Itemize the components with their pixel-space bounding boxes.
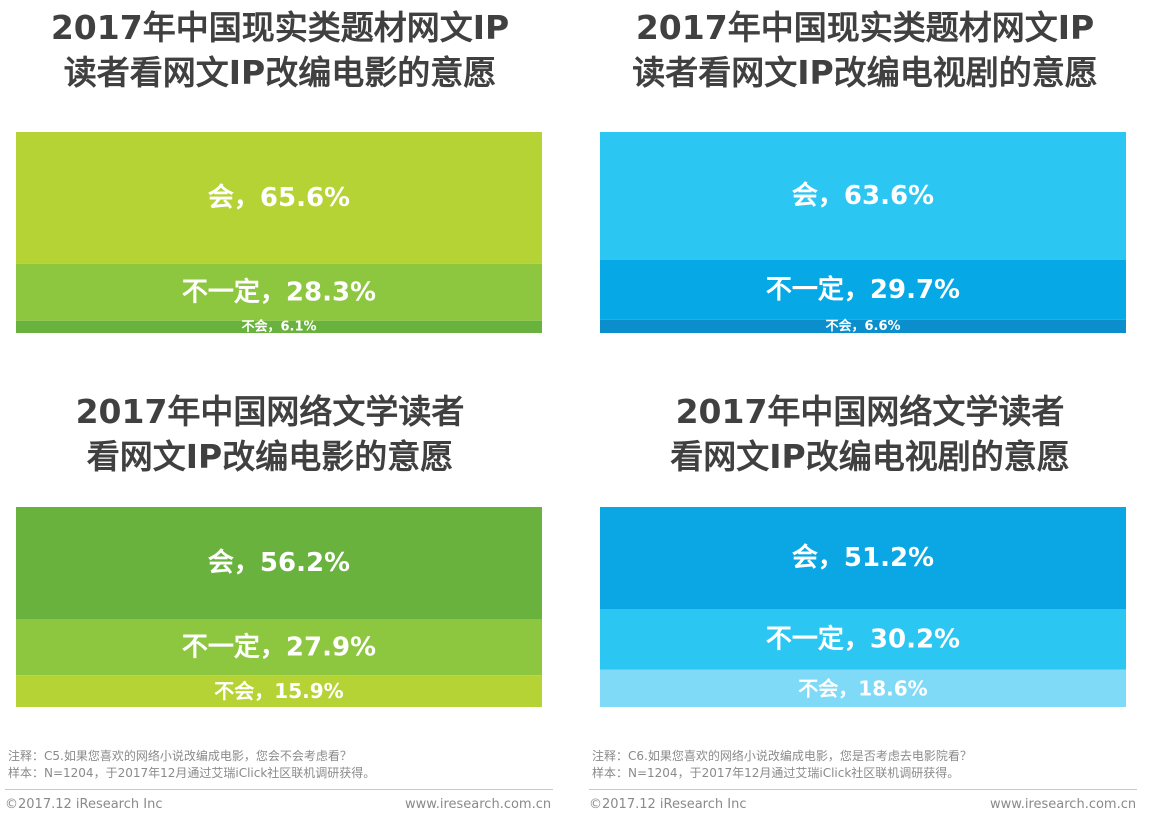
footer-divider-right <box>589 789 1137 790</box>
stacked-bar-chart-1: 会，65.6% 不一定，28.3% 不会，6.1% <box>16 132 542 334</box>
chart-title-line-2: 看网文IP改编电视剧的意愿 <box>670 437 1070 476</box>
segment-not-sure <box>16 619 542 676</box>
segment-will-label: 会，63.6% <box>792 181 934 211</box>
segment-not-sure-label: 不一定，27.9% <box>182 631 376 662</box>
note-sample: 样本：N=1204，于2017年12月通过艾瑞iClick社区联机调研获得。 <box>8 766 376 780</box>
copyright-left: ©2017.12 iResearch Inc <box>5 797 163 812</box>
segment-will-not-label: 不会，15.9% <box>214 679 343 703</box>
segment-will-label: 会，56.2% <box>208 548 350 578</box>
segment-not-sure-label: 不一定，29.7% <box>766 274 960 305</box>
note-sample: 样本：N=1204，于2017年12月通过艾瑞iClick社区联机调研获得。 <box>592 766 960 780</box>
chart-panel-1: 2017年中国现实类题材网文IP 读者看网文IP改编电影的意愿 <box>0 0 560 360</box>
stacked-bar-chart-2: 会，63.6% 不一定，29.7% 不会，6.6% <box>600 132 1126 334</box>
segment-not-sure <box>16 263 542 321</box>
segment-will-label: 会，65.6% <box>208 183 350 213</box>
chart-panel-4: 2017年中国网络文学读者 看网文IP改编电视剧的意愿 <box>600 385 1140 745</box>
chart-title-line-1: 2017年中国现实类题材网文IP <box>635 8 1095 47</box>
chart-title-line-2: 读者看网文IP改编电视剧的意愿 <box>632 53 1098 92</box>
segment-will <box>16 507 542 620</box>
chart-title: 2017年中国现实类题材网文IP 读者看网文IP改编电影的意愿 <box>0 5 560 95</box>
chart-title-line-1: 2017年中国现实类题材网文IP <box>50 8 510 47</box>
note-left: 注释：C5.如果您喜欢的网络小说改编成电影，您会不会考虑看？ 样本：N=1204… <box>8 748 375 782</box>
segment-will <box>16 132 542 264</box>
segment-will-not-label: 不会，6.1% <box>241 318 316 334</box>
segment-will <box>600 507 1126 610</box>
segment-will-not-label: 不会，6.6% <box>825 318 900 334</box>
segment-not-sure <box>600 609 1126 670</box>
segment-not-sure <box>600 259 1126 320</box>
segment-not-sure-label: 不一定，30.2% <box>766 624 960 655</box>
segment-will-not <box>16 675 542 707</box>
chart-title: 2017年中国网络文学读者 看网文IP改编电影的意愿 <box>0 389 540 479</box>
segment-will-not <box>600 669 1126 707</box>
stacked-bar-chart-3: 会，56.2% 不一定，27.9% 不会，15.9% <box>16 507 542 707</box>
segment-will-not <box>600 319 1126 333</box>
chart-panel-3: 2017年中国网络文学读者 看网文IP改编电影的意愿 <box>0 385 540 745</box>
segment-will-label: 会，51.2% <box>792 543 934 573</box>
website-link-right[interactable]: www.iresearch.com.cn <box>990 797 1137 812</box>
chart-title-line-1: 2017年中国网络文学读者 <box>75 392 465 431</box>
chart-title-line-2: 读者看网文IP改编电影的意愿 <box>63 53 497 92</box>
note-question: 注释：C5.如果您喜欢的网络小说改编成电影，您会不会考虑看？ <box>8 749 352 763</box>
chart-panel-2: 2017年中国现实类题材网文IP 读者看网文IP改编电视剧的意愿 <box>585 0 1145 360</box>
stacked-bar-chart-4: 会，51.2% 不一定，30.2% 不会，18.6% <box>600 507 1126 707</box>
segment-will-not-label: 不会，18.6% <box>798 676 927 700</box>
segment-will-not <box>16 320 542 333</box>
website-link-left[interactable]: www.iresearch.com.cn <box>405 797 552 812</box>
note-right: 注释：C6.如果您喜欢的网络小说改编成电影，您是否考虑去电影院看？ 样本：N=1… <box>592 748 972 782</box>
chart-title-line-2: 看网文IP改编电影的意愿 <box>86 437 454 476</box>
chart-title-line-1: 2017年中国网络文学读者 <box>675 392 1065 431</box>
segment-will <box>600 132 1126 260</box>
chart-title: 2017年中国现实类题材网文IP 读者看网文IP改编电视剧的意愿 <box>585 5 1145 95</box>
note-question: 注释：C6.如果您喜欢的网络小说改编成电影，您是否考虑去电影院看？ <box>592 749 972 763</box>
footer-divider-left <box>5 789 553 790</box>
copyright-right: ©2017.12 iResearch Inc <box>589 797 747 812</box>
segment-not-sure-label: 不一定，28.3% <box>182 276 376 307</box>
chart-title: 2017年中国网络文学读者 看网文IP改编电视剧的意愿 <box>600 389 1140 479</box>
